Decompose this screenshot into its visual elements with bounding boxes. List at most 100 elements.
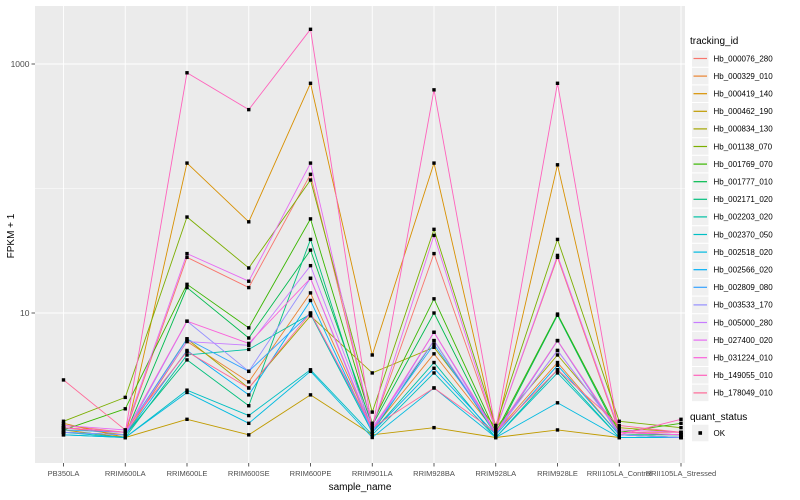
data-point [370,421,374,426]
data-point [432,371,436,375]
data-point [555,428,560,432]
data-point [555,363,560,368]
data-point [61,421,66,426]
legend-entry-label: Hb_000076_280 [714,54,774,63]
data-point [617,419,621,423]
legend-entry-label: Hb_002171_020 [714,195,774,204]
data-point [123,430,127,435]
data-point [308,291,313,295]
data-point [123,395,127,400]
data-point [123,433,127,437]
legend-ok-point [698,431,703,435]
x-tick-label: RRIM928LE [537,469,578,478]
legend-entry-label: Hb_031224_010 [714,354,774,363]
data-point [185,353,189,357]
data-point [679,417,683,422]
legend-entry-label: Hb_149055_010 [714,371,774,380]
data-point [61,425,66,430]
data-point [185,339,189,344]
data-point [617,425,621,430]
data-point [432,251,436,256]
data-point [432,342,436,347]
data-point [679,425,683,430]
data-point [308,161,313,165]
legend-entry-label: Hb_002566_020 [714,266,774,275]
data-point [432,352,436,356]
legend-entry-label: Hb_001777_010 [714,178,774,187]
data-point [185,251,189,256]
data-point [432,366,436,370]
data-point [308,276,313,280]
data-point [185,390,189,395]
legend-entry-label: Hb_178049_010 [714,389,774,398]
data-point [247,380,251,384]
data-point [370,423,374,428]
legend-entry-label: Hb_000834_130 [714,125,774,134]
x-tick-label: RRIM600LA [105,469,146,478]
legend-entry-label: Hb_002518_020 [714,248,774,257]
data-point [185,282,189,287]
x-axis-title: sample_name [329,482,392,493]
legend-entry-label: Hb_002370_050 [714,230,774,239]
legend-entry-label: Hb_001769_070 [714,160,774,169]
data-point [123,428,127,432]
data-point [494,430,498,435]
data-point [370,371,374,375]
legend-tracking-entries: Hb_000076_280 Hb_000329_010 Hb_000419_140 H… [692,50,774,402]
legend-entry-label: Hb_001138_070 [714,142,773,151]
data-point [370,425,374,430]
data-point [308,263,313,268]
x-tick-label: RRIM901LA [352,469,393,478]
data-point [185,349,189,354]
data-point [308,237,313,242]
data-point [61,428,66,432]
data-point [432,311,436,315]
data-point [555,255,560,260]
data-point [370,353,374,357]
data-point [432,360,436,365]
data-point [185,388,189,392]
data-point [185,337,189,341]
legend-quant-title: quant_status [690,412,747,423]
x-tick-label: RRIM600PE [290,469,332,478]
x-tick-label: RRII105LA_Control [587,469,652,478]
data-point [308,393,313,397]
data-point [679,421,683,426]
data-point [679,435,683,440]
data-point [555,237,560,242]
data-point [308,172,313,177]
data-point [185,161,189,165]
legend-tracking-title: tracking_id [690,36,738,47]
data-point [247,285,251,290]
data-point [61,423,66,428]
data-point [617,435,621,440]
data-point [185,255,189,260]
data-point [555,253,560,258]
y-axis-title: FPKM + 1 [6,213,17,258]
data-point [432,345,436,350]
y-tick-label: 10 [20,308,30,318]
data-point [185,215,189,219]
data-point [370,428,374,432]
data-point [247,266,251,270]
x-tick-label: RRIM928BA [413,469,455,478]
data-point [494,433,498,437]
data-point [494,425,498,430]
data-point [555,353,560,357]
legend-entry-label: Hb_003533_170 [714,301,774,310]
data-point [555,401,560,405]
data-point [432,330,436,334]
legend-quant-value: OK [714,429,726,438]
legend-entry-label: Hb_000462_190 [714,107,774,116]
data-point [308,311,313,315]
data-point [432,161,436,165]
data-point [308,369,313,374]
data-point [308,298,313,303]
data-point [370,435,374,440]
plot-panel [35,6,685,463]
data-point [494,423,498,428]
data-point [432,233,436,238]
data-point [432,297,436,301]
data-point [308,178,313,182]
